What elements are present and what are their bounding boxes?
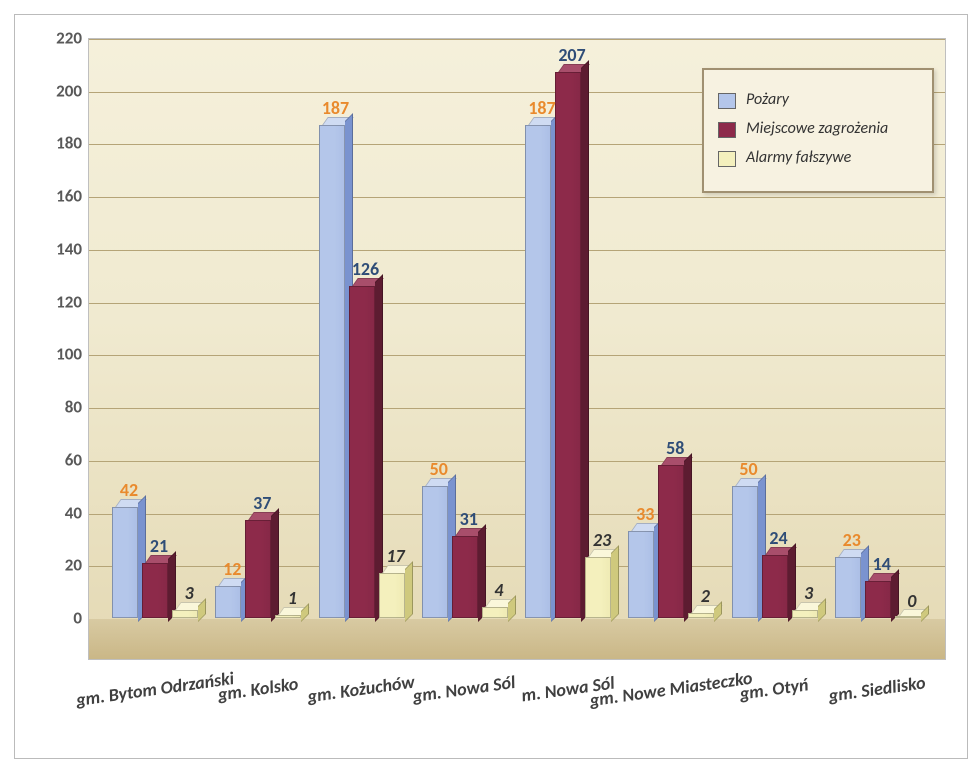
bar [792, 610, 818, 618]
bar [172, 610, 198, 618]
y-tick-label: 40 [32, 502, 82, 523]
y-tick-label: 100 [32, 344, 82, 365]
data-label: 23 [593, 529, 611, 551]
bar [379, 573, 405, 618]
bar [585, 557, 611, 618]
y-tick-label: 60 [32, 449, 82, 470]
bar [762, 555, 788, 618]
legend-swatch-alarmy [718, 151, 736, 167]
bar [555, 72, 581, 618]
bar [422, 486, 448, 618]
y-tick-label: 200 [32, 80, 82, 101]
x-category-label: gm. Nowa Sól [412, 671, 517, 707]
x-category-label: gm. Siedlisko [828, 671, 928, 706]
legend: Pożary Miejscowe zagrożenia Alarmy fałsz… [702, 68, 934, 193]
y-tick-label: 160 [32, 186, 82, 207]
legend-swatch-miejscowe [718, 122, 736, 138]
y-tick-label: 80 [32, 397, 82, 418]
data-label: 21 [150, 535, 168, 557]
data-label: 0 [907, 590, 916, 612]
x-category-label: gm. Bytom Odrzański [74, 667, 235, 711]
bar [658, 465, 684, 618]
data-label: 31 [460, 508, 478, 530]
legend-label: Pożary [746, 90, 789, 109]
data-label: 37 [253, 492, 271, 514]
bar [245, 520, 271, 618]
bar [525, 125, 551, 618]
y-tick-label: 20 [32, 555, 82, 576]
bar [319, 125, 345, 618]
y-tick-label: 140 [32, 238, 82, 259]
bar [142, 563, 168, 618]
bar [865, 581, 891, 618]
data-label: 3 [184, 582, 193, 604]
data-label: 33 [636, 503, 654, 525]
data-label: 3 [804, 582, 813, 604]
y-tick-label: 0 [32, 608, 82, 629]
bar [688, 613, 714, 618]
bar [732, 486, 758, 618]
legend-item: Miejscowe zagrożenia [718, 119, 918, 138]
data-label: 58 [666, 437, 684, 459]
bar [482, 607, 508, 618]
bar [452, 536, 478, 618]
data-label: 17 [386, 545, 404, 567]
bar [215, 586, 241, 618]
bar [895, 617, 921, 618]
data-label: 24 [769, 527, 787, 549]
legend-item: Pożary [718, 90, 918, 109]
data-label: 187 [528, 97, 555, 119]
data-label: 50 [739, 458, 757, 480]
legend-label: Miejscowe zagrożenia [746, 119, 888, 138]
legend-swatch-pozary [718, 93, 736, 109]
data-label: 23 [843, 529, 861, 551]
data-label: 187 [322, 97, 349, 119]
data-label: 2 [701, 585, 710, 607]
y-tick-label: 120 [32, 291, 82, 312]
chart-container: 020406080100120140160180200220 422131237… [15, 15, 967, 758]
bar [112, 507, 138, 618]
bar [628, 531, 654, 618]
data-label: 42 [120, 479, 138, 501]
legend-item: Alarmy fałszywe [718, 148, 918, 167]
data-label: 4 [494, 579, 503, 601]
y-tick-label: 220 [32, 28, 82, 49]
bar [275, 615, 301, 618]
bar [835, 557, 861, 618]
data-label: 207 [558, 44, 585, 66]
bar [349, 286, 375, 618]
data-label: 126 [352, 258, 379, 280]
data-label: 14 [873, 553, 891, 575]
legend-label: Alarmy fałszywe [746, 148, 851, 167]
data-label: 1 [288, 587, 297, 609]
data-label: 50 [430, 458, 448, 480]
data-label: 12 [223, 558, 241, 580]
y-tick-label: 180 [32, 133, 82, 154]
x-category-label: gm. Kożuchów [306, 671, 416, 708]
